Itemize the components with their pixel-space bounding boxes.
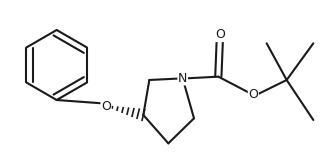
Text: O: O: [215, 29, 225, 41]
Text: N: N: [178, 72, 187, 85]
Text: O: O: [248, 88, 258, 102]
Text: O: O: [101, 100, 111, 113]
